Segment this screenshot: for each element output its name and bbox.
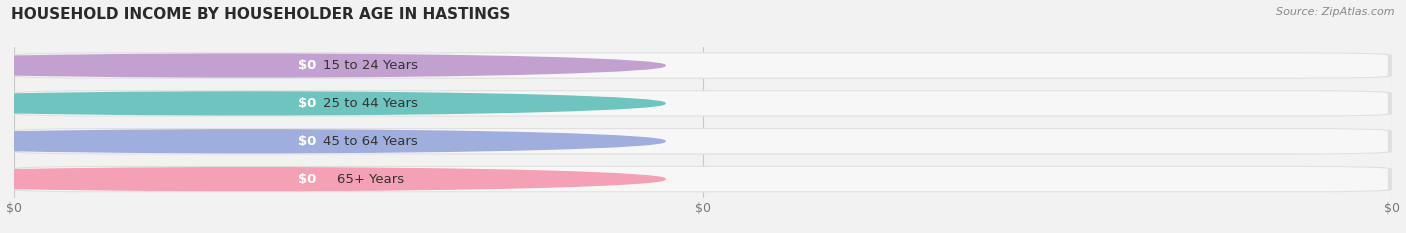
FancyBboxPatch shape	[18, 129, 1388, 153]
Text: Source: ZipAtlas.com: Source: ZipAtlas.com	[1277, 7, 1395, 17]
FancyBboxPatch shape	[18, 53, 1388, 78]
FancyBboxPatch shape	[21, 55, 351, 76]
FancyBboxPatch shape	[18, 91, 1388, 116]
Circle shape	[0, 130, 665, 153]
FancyBboxPatch shape	[18, 167, 1388, 191]
Text: HOUSEHOLD INCOME BY HOUSEHOLDER AGE IN HASTINGS: HOUSEHOLD INCOME BY HOUSEHOLDER AGE IN H…	[11, 7, 510, 22]
FancyBboxPatch shape	[14, 128, 1392, 154]
Circle shape	[0, 54, 665, 77]
Text: $0: $0	[298, 173, 316, 186]
Text: $0: $0	[298, 97, 316, 110]
Text: 25 to 44 Years: 25 to 44 Years	[322, 97, 418, 110]
FancyBboxPatch shape	[262, 168, 352, 190]
FancyBboxPatch shape	[262, 55, 352, 76]
FancyBboxPatch shape	[21, 168, 351, 190]
FancyBboxPatch shape	[14, 166, 1392, 192]
Text: 45 to 64 Years: 45 to 64 Years	[323, 135, 418, 148]
FancyBboxPatch shape	[14, 52, 1392, 79]
FancyBboxPatch shape	[262, 130, 352, 152]
FancyBboxPatch shape	[262, 93, 352, 114]
FancyBboxPatch shape	[14, 90, 1392, 117]
Circle shape	[0, 92, 665, 115]
FancyBboxPatch shape	[21, 130, 351, 152]
Text: 15 to 24 Years: 15 to 24 Years	[322, 59, 418, 72]
Text: $0: $0	[298, 135, 316, 148]
FancyBboxPatch shape	[21, 93, 351, 114]
Text: 65+ Years: 65+ Years	[336, 173, 404, 186]
Text: $0: $0	[298, 59, 316, 72]
Circle shape	[0, 168, 665, 191]
